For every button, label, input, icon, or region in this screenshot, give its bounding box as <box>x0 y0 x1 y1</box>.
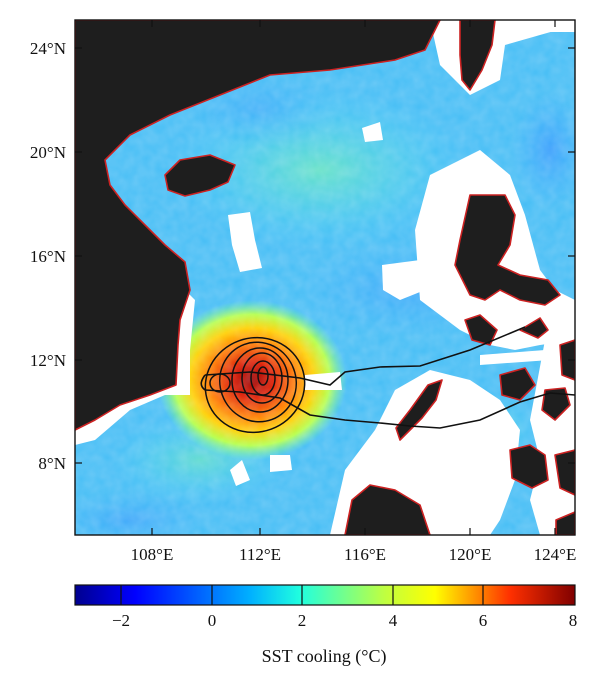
cooling-contours <box>204 336 306 434</box>
land-mindanao <box>509 444 549 489</box>
colorbar-tick-neg2: −2 <box>112 611 130 630</box>
colorbar-tick-6: 6 <box>479 611 488 630</box>
track-northern-branch <box>204 326 526 386</box>
contour-west <box>209 373 231 393</box>
axis-ticks <box>75 20 575 535</box>
colorbar-title: SST cooling (°C) <box>262 646 387 667</box>
map-frame <box>74 19 576 536</box>
land-mainland-vietnam <box>75 20 441 431</box>
land-negros <box>541 387 571 421</box>
colorbar-gradient <box>74 584 576 606</box>
track-southern-branch <box>204 389 575 429</box>
longitude-labels: 108°E 112°E 116°E 120°E 124°E <box>131 545 577 564</box>
colorbar-tick-4: 4 <box>389 611 398 630</box>
lon-label-120e: 120°E <box>449 545 492 564</box>
land-panay <box>499 367 536 401</box>
colorbar-tick-2: 2 <box>298 611 307 630</box>
contour-outer <box>204 336 306 434</box>
lat-label-16n: 16°N <box>30 247 66 266</box>
colorbar: −2 0 2 4 6 8 SST cooling (°C) <box>74 584 578 667</box>
contour-2 <box>219 341 297 423</box>
land-luzon <box>454 194 561 306</box>
lat-label-8n: 8°N <box>38 454 66 473</box>
lat-label-24n: 24°N <box>30 39 66 58</box>
land-masses <box>75 20 575 535</box>
colorbar-ticks <box>120 585 484 605</box>
latitude-labels: 24°N 20°N 16°N 12°N 8°N <box>30 39 66 473</box>
typhoon-track <box>200 326 575 429</box>
lon-label-112e: 112°E <box>239 545 281 564</box>
contour-5 <box>250 360 276 396</box>
colorbar-tick-0: 0 <box>208 611 217 630</box>
lon-label-116e: 116°E <box>344 545 386 564</box>
land-hainan <box>164 154 236 197</box>
contour-inner <box>257 366 269 386</box>
land-sulu <box>554 449 575 496</box>
contour-3 <box>231 347 289 413</box>
land-taiwan <box>459 20 496 91</box>
land-mindoro <box>464 314 498 346</box>
land-central-islands <box>559 339 575 381</box>
map-panel <box>75 20 575 535</box>
lon-label-124e: 124°E <box>534 545 577 564</box>
lon-label-108e: 108°E <box>131 545 174 564</box>
contour-4 <box>241 352 283 404</box>
land-borneo <box>344 484 431 535</box>
colorbar-tick-8: 8 <box>569 611 578 630</box>
lat-label-20n: 20°N <box>30 143 66 162</box>
lat-label-12n: 12°N <box>30 351 66 370</box>
